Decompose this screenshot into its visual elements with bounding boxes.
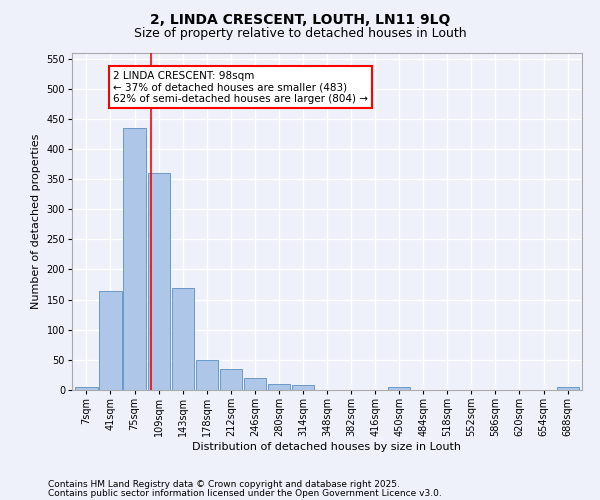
Text: 2 LINDA CRESCENT: 98sqm
← 37% of detached houses are smaller (483)
62% of semi-d: 2 LINDA CRESCENT: 98sqm ← 37% of detache… [113, 70, 368, 104]
Bar [100, 290, 122, 390]
Bar [148, 173, 170, 390]
Bar [292, 385, 314, 390]
Text: Size of property relative to detached houses in Louth: Size of property relative to detached ho… [134, 28, 466, 40]
Bar [196, 360, 218, 390]
Bar [220, 369, 242, 390]
Text: 2, LINDA CRESCENT, LOUTH, LN11 9LQ: 2, LINDA CRESCENT, LOUTH, LN11 9LQ [150, 12, 450, 26]
X-axis label: Distribution of detached houses by size in Louth: Distribution of detached houses by size … [193, 442, 461, 452]
Text: Contains HM Land Registry data © Crown copyright and database right 2025.: Contains HM Land Registry data © Crown c… [48, 480, 400, 489]
Bar [388, 387, 410, 390]
Text: Contains public sector information licensed under the Open Government Licence v3: Contains public sector information licen… [48, 489, 442, 498]
Y-axis label: Number of detached properties: Number of detached properties [31, 134, 41, 309]
Bar [124, 128, 146, 390]
Bar [172, 288, 194, 390]
Bar [557, 387, 578, 390]
Bar [244, 378, 266, 390]
Bar [268, 384, 290, 390]
Bar [76, 387, 98, 390]
